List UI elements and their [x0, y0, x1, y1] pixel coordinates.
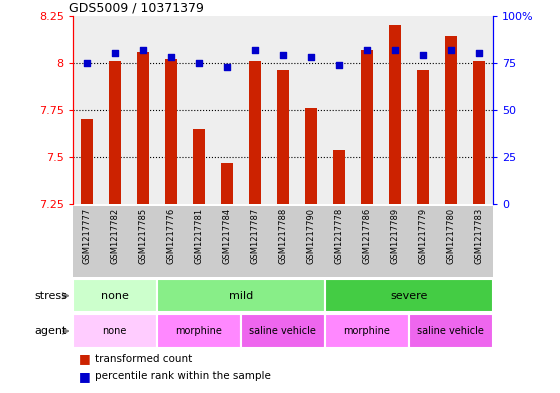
Bar	[137, 51, 149, 204]
Point	[222, 64, 231, 70]
Point	[418, 52, 427, 59]
Point	[278, 52, 287, 59]
Point	[110, 50, 119, 57]
Bar	[249, 61, 261, 204]
Text: severe: severe	[390, 291, 427, 301]
Text: mild: mild	[228, 291, 253, 301]
Bar	[165, 59, 177, 204]
Text: GSM1217790: GSM1217790	[306, 208, 315, 264]
Bar	[73, 314, 157, 348]
Bar	[81, 119, 93, 204]
Text: agent: agent	[35, 326, 67, 336]
Point	[334, 62, 343, 68]
Text: saline vehicle: saline vehicle	[417, 326, 484, 336]
Text: none: none	[102, 326, 127, 336]
Text: none: none	[101, 291, 129, 301]
Bar	[193, 129, 205, 204]
Bar	[157, 279, 325, 312]
Text: stress: stress	[34, 291, 67, 301]
Bar	[157, 314, 241, 348]
Bar	[325, 314, 409, 348]
Bar	[325, 279, 493, 312]
Bar	[409, 314, 493, 348]
Point	[446, 46, 455, 53]
Bar	[73, 279, 157, 312]
Text: GDS5009 / 10371379: GDS5009 / 10371379	[68, 2, 203, 15]
Bar	[221, 163, 233, 204]
Bar	[333, 150, 345, 204]
Text: saline vehicle: saline vehicle	[249, 326, 316, 336]
Text: GSM1217779: GSM1217779	[418, 208, 427, 264]
Text: GSM1217785: GSM1217785	[138, 208, 147, 264]
Bar	[361, 50, 373, 204]
Bar	[305, 108, 317, 204]
Text: percentile rank within the sample: percentile rank within the sample	[95, 371, 271, 381]
Point	[250, 46, 259, 53]
Bar	[473, 61, 485, 204]
Point	[362, 46, 371, 53]
Point	[390, 46, 399, 53]
Text: GSM1217783: GSM1217783	[474, 208, 483, 264]
Bar	[241, 314, 325, 348]
Text: GSM1217786: GSM1217786	[362, 208, 371, 264]
Text: GSM1217784: GSM1217784	[222, 208, 231, 264]
Point	[166, 54, 175, 61]
Point	[82, 60, 91, 66]
Point	[138, 46, 147, 53]
Bar	[389, 25, 401, 204]
Text: ■: ■	[78, 370, 90, 383]
Point	[194, 60, 203, 66]
Text: GSM1217781: GSM1217781	[194, 208, 203, 264]
Text: ■: ■	[78, 352, 90, 365]
Point	[306, 54, 315, 61]
Text: morphine: morphine	[175, 326, 222, 336]
Text: GSM1217782: GSM1217782	[110, 208, 119, 264]
Text: GSM1217778: GSM1217778	[334, 208, 343, 264]
Bar	[417, 70, 429, 204]
Text: GSM1217776: GSM1217776	[166, 208, 175, 264]
Text: GSM1217780: GSM1217780	[446, 208, 455, 264]
Text: GSM1217788: GSM1217788	[278, 208, 287, 264]
Text: transformed count: transformed count	[95, 354, 193, 364]
Bar	[109, 61, 121, 204]
Text: morphine: morphine	[343, 326, 390, 336]
Bar	[445, 37, 457, 204]
Bar	[277, 70, 289, 204]
Point	[474, 50, 483, 57]
Text: GSM1217777: GSM1217777	[82, 208, 91, 264]
Text: GSM1217787: GSM1217787	[250, 208, 259, 264]
Text: GSM1217789: GSM1217789	[390, 208, 399, 264]
